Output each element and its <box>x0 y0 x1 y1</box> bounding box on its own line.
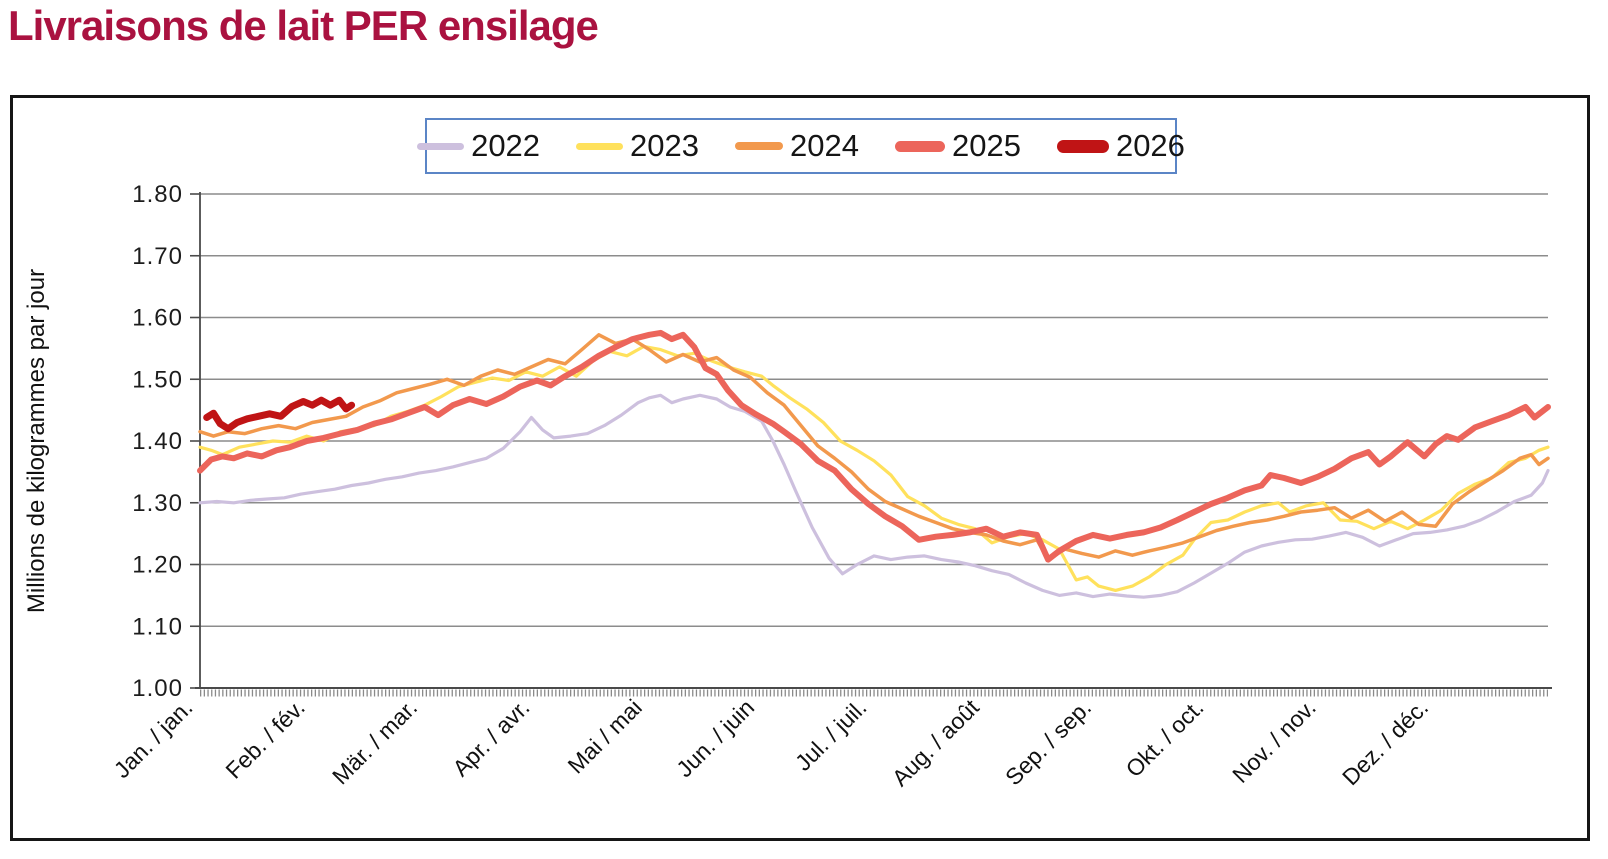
y-axis-title: Millions de kilogrammes par jour <box>23 269 50 613</box>
legend-item-2022: 2022 <box>417 128 540 164</box>
x-axis-label: Apr. / avr. <box>447 694 534 781</box>
legend-item-2024: 2024 <box>735 128 859 164</box>
y-tick-label: 1.80 <box>132 181 183 208</box>
legend-item-2023: 2023 <box>576 128 699 164</box>
y-tick-label: 1.20 <box>132 552 183 579</box>
x-axis-label: Feb. / fév. <box>220 694 309 783</box>
x-axis-label: Mär. / mar. <box>327 694 422 789</box>
y-tick-label: 1.30 <box>132 490 183 517</box>
series-line-2022 <box>198 393 1550 599</box>
y-tick-label: 1.60 <box>132 305 183 332</box>
series-line-2026 <box>203 396 356 433</box>
legend-swatch-2025 <box>894 140 945 152</box>
legend-swatch-2024 <box>735 142 784 150</box>
series-line-2023 <box>198 344 1550 593</box>
legend-label-2023: 2023 <box>630 128 700 163</box>
page-title: Livraisons de lait PER ensilage <box>8 2 599 49</box>
chart-legend: 2022 2023 2024 2025 2026 <box>417 118 1185 174</box>
legend-label-2026: 2026 <box>1115 128 1185 163</box>
legend-label-2022: 2022 <box>471 128 541 163</box>
series-line-2025 <box>197 329 1551 563</box>
series-line-2024 <box>198 333 1550 562</box>
legend-label-2024: 2024 <box>790 128 859 163</box>
x-axis-label: Jun. / juin <box>671 694 759 782</box>
y-tick-label: 1.00 <box>132 675 183 702</box>
legend-item-2026: 2026 <box>1056 128 1185 164</box>
y-tick-label: 1.70 <box>132 243 183 270</box>
x-axis-label: Mai / mai <box>563 694 647 778</box>
x-axis-label: Aug. / août <box>887 694 984 791</box>
x-axis-label: Jan. / jan. <box>109 694 198 783</box>
y-tick-label: 1.10 <box>132 613 183 640</box>
legend-swatch-2023 <box>576 142 624 150</box>
legend-swatch-2022 <box>417 142 465 150</box>
legend-label-2025: 2025 <box>951 128 1021 163</box>
x-axis-label: Jul. / juil. <box>790 694 872 776</box>
x-axis-label: Sep. / sep. <box>1000 694 1096 790</box>
x-axis-label: Dez. / déc. <box>1337 694 1433 790</box>
chart-container <box>10 95 1590 841</box>
y-tick-label: 1.40 <box>132 428 183 455</box>
x-axis-label: Okt. / oct. <box>1121 694 1209 782</box>
legend-swatch-2026 <box>1056 139 1109 153</box>
x-axis-label: Nov. / nov. <box>1227 694 1321 788</box>
legend-item-2025: 2025 <box>894 128 1021 164</box>
y-tick-label: 1.50 <box>132 366 183 393</box>
